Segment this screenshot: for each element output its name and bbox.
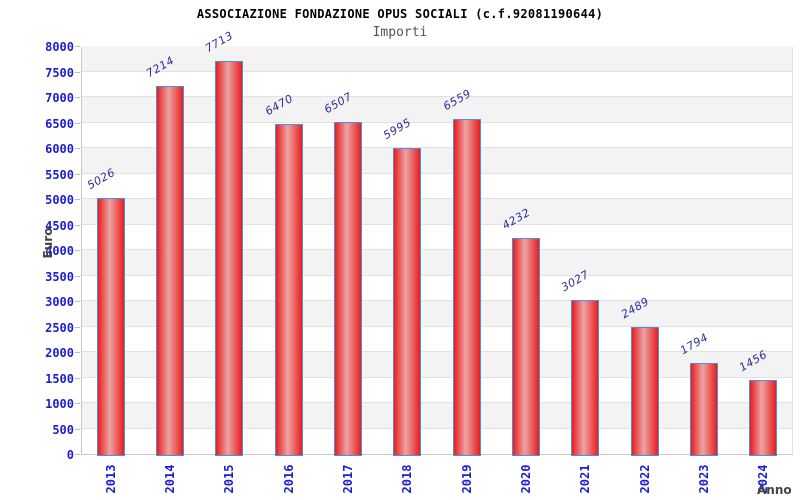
plot-band [82, 301, 792, 327]
y-tick [75, 173, 80, 175]
plot-band [82, 250, 792, 276]
plot-area [81, 46, 793, 455]
y-tick [75, 199, 80, 200]
gridline [82, 376, 792, 378]
y-axis-title: Euro [41, 227, 55, 259]
plot-band [82, 224, 792, 250]
y-tick-label: 3000 [45, 295, 74, 309]
y-tick [75, 250, 80, 251]
y-tick [75, 403, 80, 404]
bar [274, 124, 303, 456]
y-tick-label: 2000 [45, 346, 74, 360]
x-tick-label: 2019 [459, 464, 474, 494]
x-tick-label: 2013 [103, 464, 118, 494]
gridline [82, 147, 792, 148]
y-tick-label: 6500 [45, 116, 74, 131]
y-tick-label: 7500 [45, 65, 74, 80]
y-tick [75, 46, 80, 47]
plot-band [82, 173, 792, 199]
gridline [82, 351, 792, 352]
x-tick-label: 2023 [697, 464, 711, 494]
gridline [82, 223, 792, 225]
plot-band [82, 326, 792, 352]
plot-band [82, 71, 792, 97]
gridline [82, 427, 792, 429]
y-tick-label: 500 [52, 422, 74, 437]
bar [690, 362, 718, 456]
bar [512, 238, 540, 456]
y-tick-label: 5000 [45, 193, 74, 207]
gridline [82, 198, 792, 199]
y-tick [75, 122, 80, 124]
x-tick-label: 2014 [163, 464, 177, 494]
x-tick-label: 2015 [222, 464, 237, 494]
y-tick [75, 352, 80, 353]
x-tick-label: 2022 [637, 464, 652, 494]
gridline [82, 96, 792, 97]
y-tick-label: 6000 [45, 142, 74, 156]
y-tick-label: 2500 [45, 320, 74, 335]
x-tick-label: 2021 [578, 464, 593, 494]
bar [630, 327, 659, 456]
plot-band [82, 122, 792, 148]
bar [571, 299, 600, 456]
gridline [82, 300, 792, 301]
plot-band [82, 377, 792, 403]
y-tick [75, 275, 80, 277]
bar [334, 122, 362, 456]
plot-band [82, 199, 792, 225]
bar [156, 86, 184, 456]
x-tick-label: 2016 [281, 464, 296, 494]
chart-title: ASSOCIAZIONE FONDAZIONE OPUS SOCIALI (c.… [196, 7, 604, 21]
x-tick-label: 2018 [400, 464, 415, 494]
bar [393, 148, 422, 456]
y-tick [75, 97, 80, 98]
gridline [82, 274, 792, 276]
plot-band [82, 97, 792, 123]
y-tick [75, 301, 80, 302]
y-tick [75, 454, 80, 455]
plot-band [82, 352, 792, 378]
y-tick-label: 7000 [45, 91, 74, 105]
y-tick [75, 148, 80, 149]
y-tick [75, 428, 80, 430]
y-tick-label: 8000 [45, 40, 74, 54]
x-tick-label: 2017 [341, 464, 355, 494]
gridline [82, 325, 792, 327]
chart-subtitle: Importi [372, 25, 428, 40]
gridline [82, 249, 792, 250]
y-tick [75, 326, 80, 328]
plot-band [82, 428, 792, 454]
y-tick-label: 4000 [45, 244, 74, 258]
gridline [82, 70, 792, 72]
bar [215, 60, 244, 456]
plot-band [82, 275, 792, 301]
x-axis-title: Anno [757, 483, 792, 497]
gridline [82, 121, 792, 123]
plot-band [82, 148, 792, 174]
y-tick [75, 224, 80, 226]
bar [96, 197, 125, 456]
y-tick-label: 3500 [45, 269, 74, 284]
y-tick-label: 1000 [45, 397, 74, 411]
bar [749, 379, 778, 456]
bar [452, 119, 481, 456]
plot-band [82, 46, 792, 72]
y-tick [75, 377, 80, 379]
gridline [82, 402, 792, 403]
y-tick-label: 5500 [45, 167, 74, 182]
y-tick-label: 1500 [45, 371, 74, 386]
x-tick-label: 2020 [519, 464, 533, 494]
plot-band [82, 403, 792, 429]
gridline [82, 172, 792, 174]
y-tick-label: 4500 [45, 218, 74, 233]
y-tick [75, 71, 80, 73]
y-tick-label: 0 [66, 448, 74, 462]
